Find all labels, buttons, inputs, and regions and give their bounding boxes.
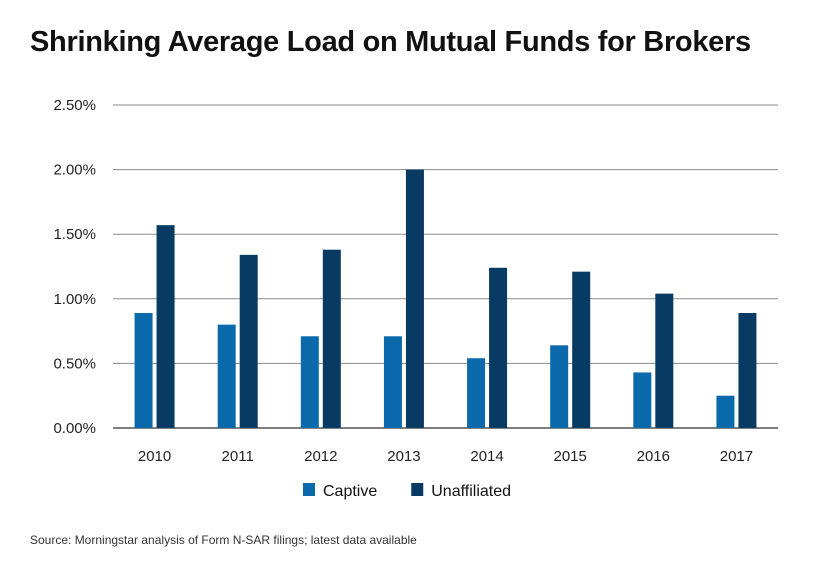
y-tick-label-3: 1.50% [53, 226, 96, 243]
x-tick-label-2010: 2010 [138, 448, 171, 465]
bar-unaffiliated-2013 [405, 169, 424, 428]
bar-unaffiliated-2010 [156, 225, 175, 428]
bar-captive-2012 [300, 336, 319, 428]
y-tick-label-4: 2.00% [53, 162, 96, 179]
x-tick-label-2017: 2017 [720, 448, 753, 465]
x-tick-label-2011: 2011 [222, 448, 254, 465]
x-tick-label-2016: 2016 [637, 448, 670, 465]
bar-chart: 0.00%0.50%1.00%1.50%2.00%2.50% 2010 2011 2… [53, 97, 778, 500]
bars [134, 169, 757, 428]
x-tick-label-2014: 2014 [470, 448, 503, 465]
gridlines [113, 104, 778, 429]
y-tick-label-5: 2.50% [53, 97, 96, 114]
bar-captive-2017 [716, 395, 735, 428]
y-tick-label-1: 0.50% [53, 355, 96, 372]
bar-captive-2015 [550, 345, 569, 428]
legend-swatch-unaffiliated [411, 483, 424, 496]
bar-unaffiliated-2012 [322, 249, 341, 428]
legend: Captive Unaffiliated [303, 483, 511, 500]
source-note: Source: Morningstar analysis of Form N-S… [30, 533, 417, 547]
x-axis-ticks: 2010 2011 2012 2013 2014 2015 2016 2017 [138, 448, 753, 465]
bar-captive-2011 [217, 324, 236, 428]
legend-label-captive: Captive [323, 483, 377, 500]
bar-unaffiliated-2016 [655, 293, 674, 428]
bar-captive-2010 [134, 313, 153, 428]
chart-title: Shrinking Average Load on Mutual Funds f… [30, 26, 751, 58]
y-axis-ticks: 0.00% 0.50% 1.00% 1.50% 2.00% 2.50% [53, 97, 96, 437]
bar-captive-2016 [633, 372, 652, 428]
x-tick-label-2013: 2013 [387, 448, 420, 465]
bar-unaffiliated-2011 [239, 254, 258, 428]
x-tick-label-2012: 2012 [304, 448, 337, 465]
bar-captive-2013 [383, 336, 402, 428]
bar-unaffiliated-2015 [572, 271, 591, 428]
y-tick-label-2: 1.00% [53, 291, 96, 308]
bar-unaffiliated-2014 [489, 267, 508, 428]
x-tick-label-2015: 2015 [554, 448, 587, 465]
bar-captive-2014 [467, 358, 486, 428]
bar-unaffiliated-2017 [738, 313, 757, 428]
legend-swatch-captive [303, 483, 315, 496]
legend-label-unaffiliated: Unaffiliated [431, 483, 511, 500]
y-tick-label-0: 0.00% [53, 420, 96, 437]
